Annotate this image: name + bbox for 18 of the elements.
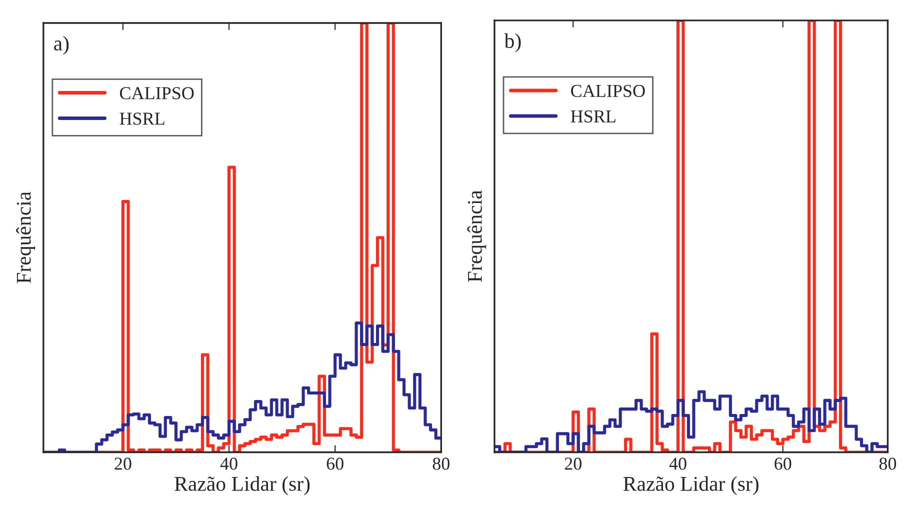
y-axis-title: Frequência xyxy=(467,190,486,282)
x-tick-label: 80 xyxy=(432,458,450,470)
legend-label: HSRL xyxy=(120,112,164,125)
x-tick-label: 80 xyxy=(879,458,896,470)
annotation: b) xyxy=(504,33,521,52)
annotation: a) xyxy=(54,36,69,55)
x-tick-label: 40 xyxy=(220,458,238,470)
x-tick-label: 60 xyxy=(326,458,344,470)
legend-label: CALIPSO xyxy=(120,87,194,100)
x-tick-label: 20 xyxy=(564,458,582,470)
x-axis-title: Razão Lidar (sr) xyxy=(623,476,758,496)
x-tick-label: 40 xyxy=(669,458,686,470)
y-axis-title: Frequência xyxy=(16,192,36,284)
x-axis-title: Razão Lidar (sr) xyxy=(174,476,310,496)
x-tick-label: 60 xyxy=(774,458,792,470)
legend-label: CALIPSO xyxy=(571,84,645,98)
legend-label: HSRL xyxy=(570,110,616,123)
x-tick-label: 20 xyxy=(114,458,132,470)
